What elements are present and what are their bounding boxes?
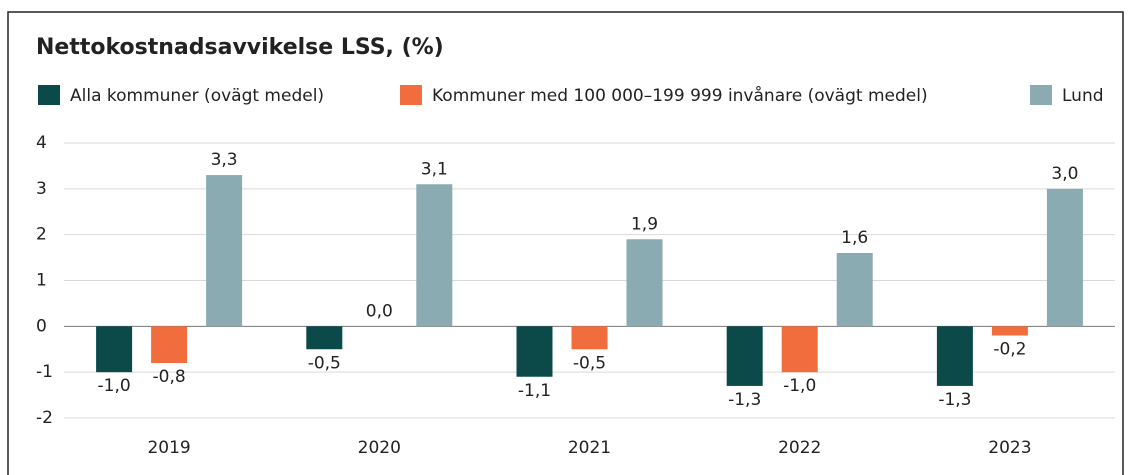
- bar: [306, 326, 343, 350]
- value-label: 3,0: [1051, 164, 1078, 184]
- bar: [1046, 188, 1083, 327]
- bar: [416, 184, 453, 327]
- y-tick-label: 2: [36, 225, 47, 245]
- x-tick-label: 2019: [147, 438, 190, 458]
- x-tick-label: 2023: [988, 438, 1031, 458]
- value-label: 0,0: [366, 301, 393, 321]
- value-label: -1,3: [938, 390, 971, 410]
- legend-label: Lund: [1062, 86, 1104, 106]
- y-tick-label: 3: [36, 179, 47, 199]
- value-label: -0,5: [308, 353, 341, 373]
- bar: [781, 326, 818, 373]
- value-label: -1,1: [518, 381, 551, 401]
- y-tick-label: 0: [36, 316, 47, 336]
- value-label: -0,5: [573, 353, 606, 373]
- value-label: -0,8: [153, 367, 186, 387]
- bar: [991, 326, 1028, 336]
- bar: [571, 326, 608, 350]
- value-label: -0,2: [993, 340, 1026, 360]
- y-tick-label: 4: [36, 133, 47, 153]
- legend-swatch: [38, 85, 60, 105]
- value-label: 1,9: [631, 214, 658, 234]
- legend-swatch: [400, 85, 422, 105]
- x-tick-label: 2020: [358, 438, 401, 458]
- chart-title: Nettokostnadsavvikelse LSS, (%): [36, 35, 444, 60]
- bar: [96, 326, 133, 373]
- legend-swatch: [1030, 85, 1052, 105]
- y-tick-label: -2: [36, 408, 53, 428]
- value-label: -1,3: [728, 390, 761, 410]
- bar: [516, 326, 553, 377]
- bar: [151, 326, 188, 363]
- frame: [7, 11, 1124, 475]
- legend-label: Kommuner med 100 000–199 999 invånare (o…: [432, 85, 928, 106]
- y-tick-label: 1: [36, 271, 47, 291]
- x-tick-label: 2021: [568, 438, 611, 458]
- y-tick-label: -1: [36, 362, 53, 382]
- value-label: 3,1: [421, 159, 448, 179]
- bar: [836, 253, 873, 327]
- value-label: -1,0: [98, 376, 131, 396]
- bar: [626, 239, 663, 327]
- value-label: 3,3: [211, 150, 238, 170]
- x-tick-label: 2022: [778, 438, 821, 458]
- bar: [206, 175, 243, 327]
- value-label: 1,6: [841, 228, 868, 248]
- legend-label: Alla kommuner (ovägt medel): [70, 86, 324, 106]
- bar: [936, 326, 973, 386]
- bar: [726, 326, 763, 386]
- value-label: -1,0: [783, 376, 816, 396]
